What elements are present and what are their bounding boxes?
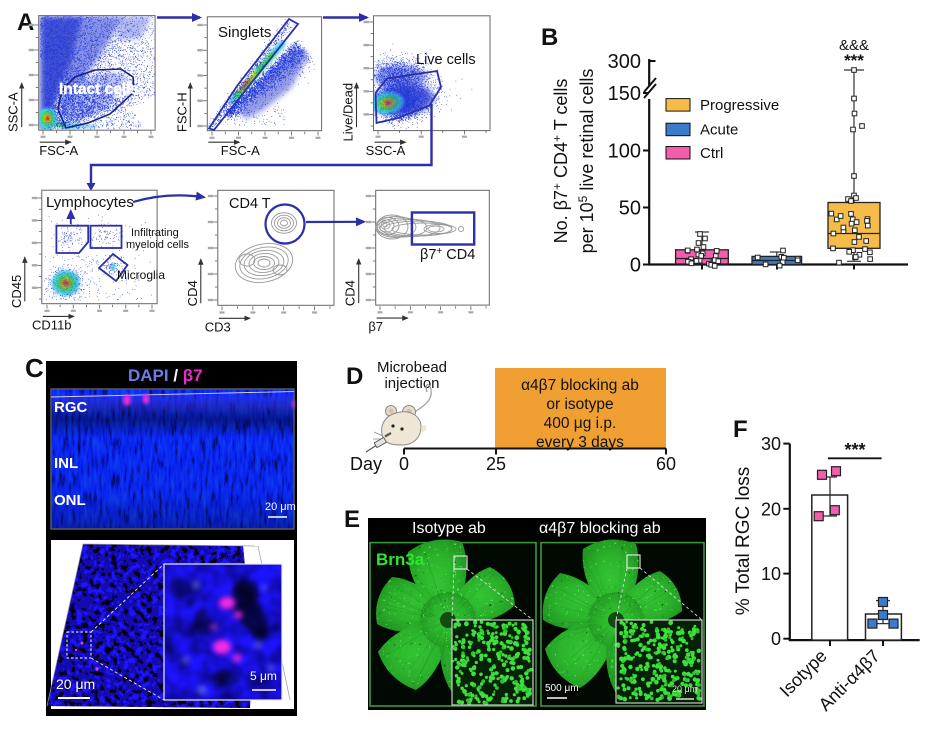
svg-text:B: B [541, 24, 558, 51]
svg-text:per 105 live retinal cells: per 105 live retinal cells [576, 69, 597, 254]
svg-text:β7+ CD4: β7+ CD4 [420, 246, 475, 263]
svg-text:***: *** [844, 440, 865, 460]
svg-text:500 μm: 500 μm [545, 683, 579, 694]
svg-text:FSC-H: FSC-H [174, 92, 189, 132]
svg-text:SSC-A: SSC-A [6, 92, 21, 132]
svg-text:20 μm: 20 μm [56, 676, 95, 692]
svg-text:DAPI / β7: DAPI / β7 [128, 366, 203, 385]
svg-text:50: 50 [619, 198, 641, 220]
svg-text:300: 300 [608, 51, 641, 73]
svg-text:C: C [25, 353, 44, 383]
svg-text:INL: INL [54, 455, 78, 472]
svg-text:Live cells: Live cells [416, 52, 476, 68]
svg-text:or isotype: or isotype [546, 396, 613, 413]
svg-text:FSC-A: FSC-A [221, 143, 260, 158]
svg-text:α4β7 blocking ab: α4β7 blocking ab [539, 520, 661, 537]
svg-text:Microbead: Microbead [377, 359, 447, 376]
svg-text:Progressive: Progressive [700, 97, 779, 114]
svg-text:Lymphocytes: Lymphocytes [46, 194, 134, 211]
svg-text:Singlets: Singlets [218, 24, 271, 41]
svg-text:30: 30 [761, 434, 781, 454]
svg-text:20: 20 [761, 499, 781, 519]
svg-text:Brn3a: Brn3a [376, 550, 425, 569]
svg-text:A: A [17, 9, 34, 36]
svg-text:Microglia: Microglia [117, 268, 165, 282]
svg-text:Day: Day [350, 454, 382, 474]
svg-text:0: 0 [771, 629, 781, 649]
svg-text:Acute: Acute [700, 122, 738, 139]
svg-text:20 μm: 20 μm [265, 501, 296, 513]
svg-text:FSC-A: FSC-A [39, 143, 78, 158]
svg-text:β7: β7 [368, 319, 383, 334]
svg-text:CD3: CD3 [205, 319, 231, 334]
svg-text:CD11b: CD11b [32, 317, 72, 332]
svg-text:E: E [344, 506, 360, 533]
svg-text:SSC-A: SSC-A [366, 143, 406, 158]
svg-text:CD4: CD4 [343, 280, 358, 306]
svg-text:0: 0 [399, 454, 409, 474]
svg-text:myeloid cells: myeloid cells [126, 239, 189, 251]
svg-text:Intact cells: Intact cells [59, 81, 139, 98]
svg-text:25: 25 [486, 454, 506, 474]
svg-text:α4β7 blocking ab: α4β7 blocking ab [521, 377, 639, 394]
svg-text:ONL: ONL [54, 492, 86, 509]
svg-text:CD4 T: CD4 T [229, 196, 271, 212]
svg-text:60: 60 [656, 454, 676, 474]
svg-text:10: 10 [761, 564, 781, 584]
svg-text:D: D [346, 363, 363, 390]
svg-text:No. β7+ CD4+ T cells: No. β7+ CD4+ T cells [550, 79, 571, 244]
svg-text:***: *** [844, 51, 864, 70]
svg-text:Infiltrating: Infiltrating [131, 227, 179, 239]
svg-text:150: 150 [608, 83, 641, 105]
svg-text:Live/Dead: Live/Dead [341, 83, 356, 142]
svg-text:F: F [733, 416, 748, 443]
svg-text:CD45: CD45 [9, 275, 24, 308]
svg-text:Isotype ab: Isotype ab [412, 520, 486, 537]
svg-text:100: 100 [608, 141, 641, 163]
svg-text:0: 0 [630, 255, 641, 277]
svg-text:20 μm: 20 μm [672, 684, 697, 694]
svg-text:400 μg i.p.: 400 μg i.p. [544, 415, 617, 432]
svg-text:RGC: RGC [54, 399, 88, 416]
svg-text:CD4: CD4 [185, 280, 200, 306]
svg-text:5 μm: 5 μm [250, 669, 277, 683]
svg-text:Ctrl: Ctrl [700, 145, 723, 162]
svg-text:% Total RGC loss: % Total RGC loss [733, 467, 754, 616]
